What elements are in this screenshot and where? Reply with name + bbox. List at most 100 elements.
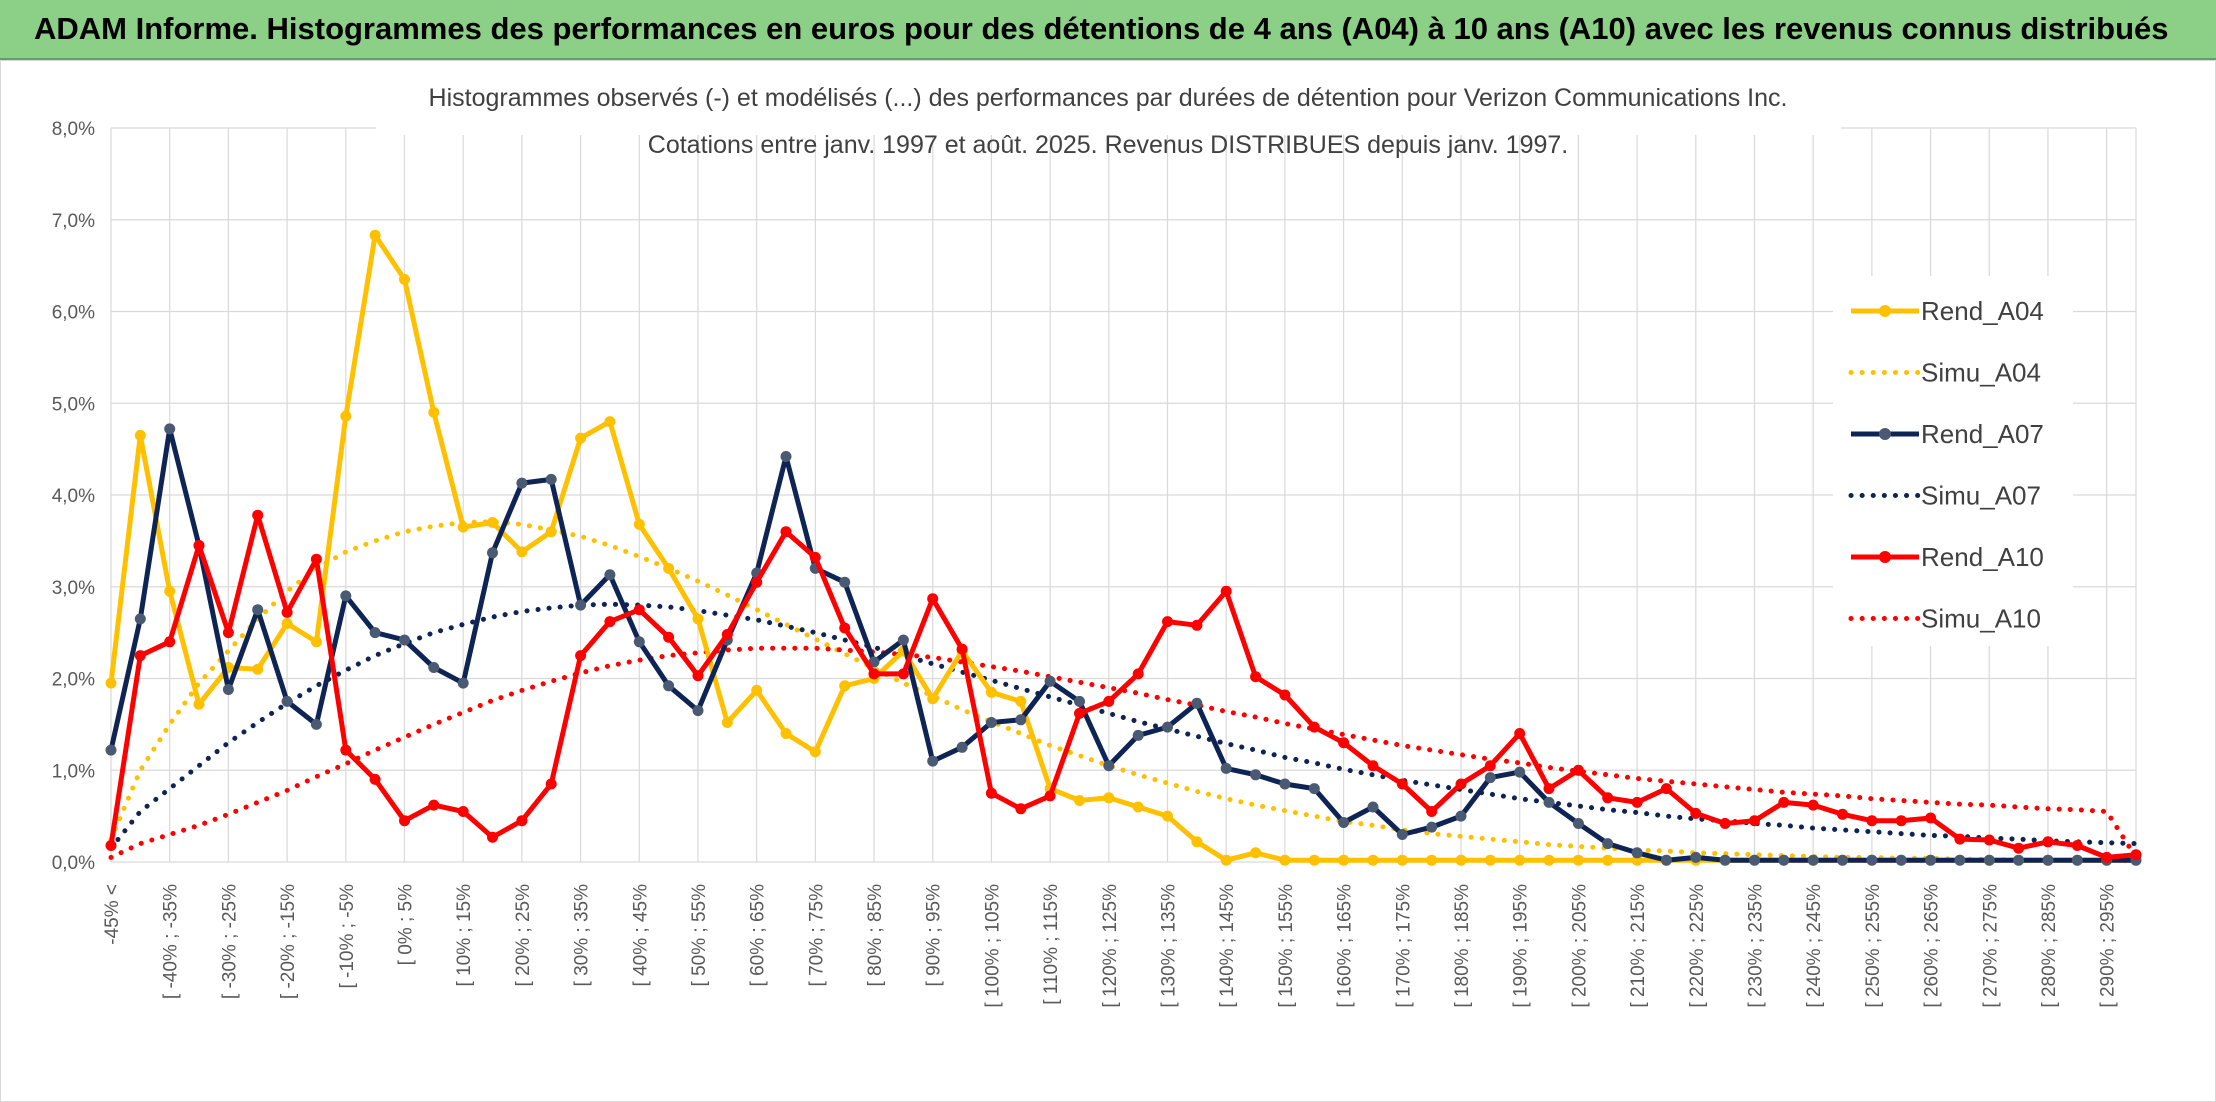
data-point — [1220, 762, 1232, 774]
data-point — [1396, 829, 1408, 840]
data-point — [956, 741, 968, 753]
data-point — [1191, 697, 1203, 709]
data-point — [1132, 801, 1144, 813]
x-tick-label: [ 20% ; 25% — [513, 884, 534, 987]
data-point — [1484, 772, 1496, 784]
data-point — [134, 429, 146, 441]
data-point — [1250, 769, 1262, 781]
data-point — [222, 627, 234, 639]
data-point — [1015, 803, 1027, 815]
data-point — [310, 553, 322, 565]
x-tick-label: [ 160% ; 165% — [1335, 884, 1356, 1008]
data-point — [1572, 854, 1584, 866]
data-point — [1396, 854, 1408, 866]
data-point — [1484, 854, 1496, 866]
data-point — [281, 606, 293, 618]
data-point — [1250, 671, 1262, 683]
data-point — [780, 728, 792, 739]
data-point — [1308, 854, 1320, 866]
x-tick-label: [ -30% ; -25% — [219, 884, 240, 999]
x-tick-label: [ 250% ; 255% — [1863, 884, 1884, 1008]
data-point — [369, 627, 381, 639]
y-tick-label: 3,0% — [52, 578, 95, 599]
legend-background — [1833, 276, 2073, 646]
data-point — [1367, 854, 1379, 866]
report-title: ADAM Informe. Histogrammes des performan… — [34, 11, 2169, 46]
data-point — [545, 473, 557, 485]
data-point — [1279, 854, 1291, 866]
data-point — [1514, 854, 1526, 866]
data-point — [1514, 728, 1526, 739]
legend-label: Simu_A04 — [1921, 358, 2041, 388]
data-point — [633, 518, 645, 530]
data-point — [1514, 766, 1526, 778]
data-point — [985, 686, 997, 698]
data-point — [2101, 851, 2113, 863]
data-point — [1426, 821, 1438, 833]
x-tick-label: [ 60% ; 65% — [748, 884, 769, 987]
data-point — [2071, 840, 2083, 851]
x-tick-label: [ 210% ; 215% — [1628, 884, 1649, 1008]
data-point — [1690, 807, 1702, 819]
chart-subtitle: Cotations entre janv. 1997 et août. 2025… — [648, 131, 1568, 159]
series-Rend_A10 — [105, 509, 2142, 863]
x-tick-label: [ -10% ; -5% — [337, 884, 358, 989]
data-point — [1338, 817, 1350, 828]
data-point — [164, 585, 176, 597]
x-tick-label: [ 70% ; 75% — [806, 884, 827, 987]
data-point — [1455, 778, 1467, 790]
data-point — [1749, 815, 1760, 827]
legend-label: Rend_A07 — [1921, 419, 2044, 449]
data-point — [1719, 818, 1731, 829]
data-point — [252, 604, 264, 616]
data-point — [281, 618, 293, 629]
x-tick-label: [ 100% ; 105% — [982, 884, 1003, 1008]
data-point — [721, 717, 733, 728]
data-point — [1308, 721, 1320, 733]
data-point — [487, 517, 498, 528]
data-point — [1983, 834, 1995, 846]
data-point — [1396, 778, 1408, 790]
data-point — [1631, 847, 1643, 859]
data-point — [1162, 616, 1173, 628]
data-point — [1837, 854, 1848, 866]
data-point — [721, 629, 733, 640]
data-point — [575, 599, 587, 611]
data-point — [2013, 842, 2025, 854]
data-point — [985, 787, 997, 799]
data-point — [1749, 854, 1760, 866]
x-tick-label: [ 200% ; 205% — [1569, 884, 1590, 1008]
data-point — [134, 613, 146, 625]
legend-marker — [1879, 551, 1891, 563]
data-point — [164, 423, 176, 435]
data-point — [340, 744, 352, 756]
data-point — [2130, 849, 2142, 861]
report-banner: ADAM Informe. Histogrammes des performan… — [0, 0, 2216, 60]
data-point — [340, 410, 352, 422]
data-point — [663, 562, 675, 574]
data-point — [868, 668, 880, 680]
series-Simu_A04 — [108, 519, 2139, 864]
x-tick-label: [ 180% ; 185% — [1452, 884, 1473, 1008]
x-tick-label: [ 30% ; 35% — [572, 884, 593, 987]
data-point — [897, 668, 909, 680]
y-tick-label: 5,0% — [52, 394, 95, 415]
data-point — [1925, 812, 1937, 824]
data-point — [751, 576, 763, 588]
y-tick-label: 7,0% — [52, 211, 95, 232]
data-point — [1690, 851, 1702, 863]
data-point — [868, 656, 880, 668]
data-point — [2013, 854, 2025, 866]
data-point — [1162, 721, 1173, 733]
data-point — [252, 663, 264, 675]
data-point — [193, 698, 205, 710]
data-point — [809, 551, 821, 563]
data-point — [1954, 854, 1966, 866]
data-point — [692, 705, 704, 717]
x-tick-label: [ 90% ; 95% — [924, 884, 945, 987]
data-point — [1103, 792, 1115, 804]
data-point — [252, 509, 264, 521]
line-chart: 0,0% 1,0% 2,0% 3,0% 4,0% 5,0% 6,0% 7,0% 8,0% -45… — [52, 63, 2142, 1008]
x-tick-label: -45% < — [102, 884, 123, 945]
x-tick-label: [ 40% ; 45% — [630, 884, 651, 987]
